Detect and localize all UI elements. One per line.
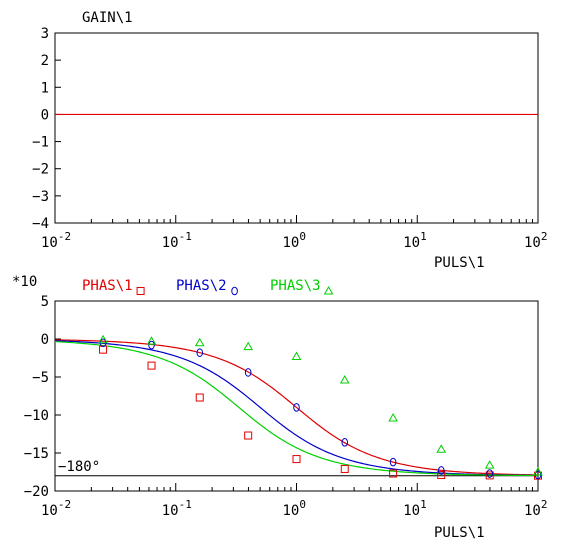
phase-series-line-2 bbox=[54, 340, 539, 476]
phase-x-axis-label: PULS\1 bbox=[434, 525, 485, 541]
x-tick-label: 10-2 bbox=[41, 230, 71, 251]
y-tick-label: −2 bbox=[32, 162, 49, 178]
phase-3-marker bbox=[436, 444, 447, 453]
phase-markers bbox=[98, 334, 543, 480]
phase-1-marker bbox=[437, 471, 446, 480]
y-tick-label: 0 bbox=[41, 332, 49, 348]
x-tick-label: 10-1 bbox=[162, 498, 192, 519]
phase-3-marker bbox=[243, 341, 254, 351]
y-tick-label: 1 bbox=[41, 80, 49, 96]
minus-180-label: −180° bbox=[58, 459, 100, 475]
phase-x-ticks: 10-2 10-1 100 101 102 bbox=[41, 483, 547, 519]
y-tick-label: −1 bbox=[32, 135, 49, 151]
phase-2-marker bbox=[196, 348, 204, 357]
phase-legend: PHAS\1 PHAS\2 PHAS\3 bbox=[82, 278, 334, 296]
phase-3-marker bbox=[533, 466, 543, 476]
phase-series-line-3 bbox=[54, 341, 539, 477]
gain-chart: GAIN\1 3 2 1 0 −1 −2 −3 −4 10-2 10-1 100 101 102 PU… bbox=[32, 10, 547, 271]
phase-3-marker bbox=[291, 351, 302, 360]
x-tick-label: 10-1 bbox=[162, 230, 192, 251]
legend-label-2: PHAS\2 bbox=[176, 278, 227, 294]
phase-3-marker bbox=[146, 336, 157, 345]
phase-2-marker bbox=[293, 403, 300, 412]
phase-2-marker bbox=[437, 466, 445, 475]
phase-2-marker bbox=[341, 438, 349, 447]
gain-plot-frame bbox=[54, 32, 539, 224]
phase-2-marker bbox=[148, 340, 155, 350]
phase-1-marker bbox=[292, 455, 301, 464]
y-tick-label: −4 bbox=[32, 216, 49, 232]
legend-marker-2 bbox=[231, 286, 238, 296]
legend-marker-3 bbox=[323, 285, 334, 295]
phase-chart: *10 PHAS\1 PHAS\2 PHAS\3 5 0 −5 −10 −15 −20 10-… bbox=[12, 274, 547, 541]
phase-3-marker bbox=[339, 375, 350, 384]
phase-2-marker bbox=[244, 368, 252, 377]
gain-x-axis-label: PULS\1 bbox=[434, 255, 485, 271]
phase-3-marker bbox=[98, 334, 108, 344]
x-tick-label: 100 bbox=[283, 230, 306, 251]
y-tick-label: −10 bbox=[24, 408, 49, 424]
y-tick-label: −20 bbox=[24, 484, 49, 500]
gain-chart-title: GAIN\1 bbox=[82, 10, 133, 26]
gain-y-ticks: 3 2 1 0 −1 −2 −3 −4 bbox=[32, 26, 61, 232]
legend-label-1: PHAS\1 bbox=[82, 278, 133, 294]
phase-3-marker bbox=[484, 460, 495, 469]
phase-1-marker bbox=[485, 471, 494, 480]
phase-1-marker bbox=[244, 431, 253, 440]
x-tick-label: 101 bbox=[403, 230, 426, 251]
phase-1-marker bbox=[195, 393, 204, 402]
phase-1-marker bbox=[99, 345, 108, 354]
phase-1-marker bbox=[147, 361, 156, 370]
phase-1-marker bbox=[340, 464, 349, 473]
y-tick-label: 2 bbox=[41, 53, 49, 69]
legend-marker-1 bbox=[136, 287, 145, 295]
phase-series-line-1 bbox=[54, 339, 539, 476]
phase-y-multiplier: *10 bbox=[12, 274, 37, 290]
phase-3-marker bbox=[388, 413, 398, 422]
x-tick-label: 102 bbox=[524, 498, 547, 519]
x-tick-label: 100 bbox=[283, 498, 306, 519]
y-tick-label: 0 bbox=[41, 107, 49, 123]
x-tick-label: 101 bbox=[403, 498, 426, 519]
y-tick-label: 5 bbox=[41, 294, 49, 310]
phase-1-marker bbox=[389, 469, 398, 478]
phase-y-ticks: 5 0 −5 −10 −15 −20 bbox=[24, 294, 61, 500]
x-tick-label: 102 bbox=[524, 230, 547, 251]
gain-x-ticks: 10-2 10-1 100 101 102 bbox=[41, 215, 547, 251]
phase-2-marker bbox=[389, 457, 397, 467]
y-tick-label: 3 bbox=[41, 26, 49, 42]
phase-2-marker bbox=[486, 469, 493, 478]
y-tick-label: −3 bbox=[32, 189, 49, 205]
y-tick-label: −5 bbox=[32, 370, 49, 386]
y-tick-label: −15 bbox=[24, 446, 49, 462]
x-tick-label: 10-2 bbox=[41, 498, 71, 519]
legend-label-3: PHAS\3 bbox=[270, 278, 321, 294]
phase-series bbox=[54, 339, 539, 477]
phase-3-marker bbox=[194, 337, 205, 347]
